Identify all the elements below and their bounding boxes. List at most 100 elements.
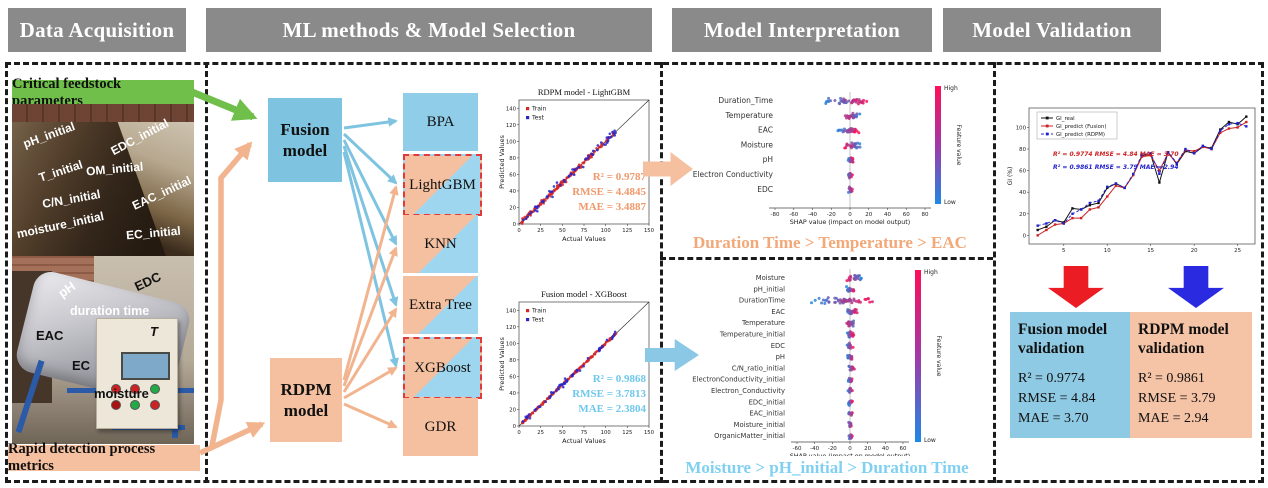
svg-text:20: 20 (509, 205, 516, 211)
svg-text:Temperature: Temperature (741, 319, 785, 327)
svg-text:100: 100 (601, 228, 612, 234)
svg-text:Test: Test (531, 114, 544, 121)
shap-plot-bottom: -60 -40 -20 0 20 40 60 SHAP value (impact on mo… (663, 264, 991, 456)
svg-text:80: 80 (922, 212, 929, 218)
svg-text:150: 150 (644, 228, 655, 234)
svg-text:RDPM model - LightGBM: RDPM model - LightGBM (538, 87, 631, 97)
svg-text:50: 50 (559, 228, 566, 234)
method-knn: KNN (403, 215, 478, 273)
svg-text:EAC: EAC (758, 126, 773, 135)
header-data-acquisition: Data Acquisition (8, 8, 186, 52)
svg-text:EAC_initial: EAC_initial (749, 410, 785, 418)
svg-text:150: 150 (644, 430, 655, 436)
svg-text:20: 20 (864, 446, 871, 452)
method-bpa: BPA (403, 93, 478, 151)
svg-text:Electron_Conductivity: Electron_Conductivity (711, 387, 785, 395)
shap-plot-top: -80 -60 -40 -20 0 20 40 60 80 SHAP value (impact … (663, 66, 991, 234)
svg-text:60: 60 (509, 374, 516, 380)
panel-button-red (130, 384, 141, 395)
validation-line-chart: 0 20 40 60 80 100 5 10 15 20 25 GI (%) GI_real GI_pre… (1005, 92, 1260, 264)
divider-panel1-2 (205, 62, 208, 483)
svg-text:R² = 0.9787: R² = 0.9787 (593, 171, 647, 183)
svg-text:20: 20 (865, 212, 872, 218)
svg-text:25: 25 (537, 228, 544, 234)
svg-text:Predicted Values: Predicted Values (498, 134, 506, 188)
svg-text:Moisture: Moisture (756, 274, 785, 282)
svg-text:125: 125 (622, 430, 632, 436)
svg-text:Fusion model - XGBoost: Fusion model - XGBoost (541, 289, 627, 299)
outer-dashed-frame (5, 62, 1264, 483)
reactor-photo: pH EDC duration time EAC T EC moisture (12, 256, 194, 444)
label-ec: EC (72, 358, 91, 373)
svg-text:20: 20 (509, 407, 516, 413)
svg-text:40: 40 (882, 446, 889, 452)
rdpm-mae: MAE = 2.94 (1138, 411, 1209, 427)
label-cn-initial: C/N_initial (41, 187, 102, 211)
svg-text:R² = 0.9774 RMSE = 4.84 MAE: R² = 0.9774 RMSE = 4.84 MAE = 3.70 (1053, 151, 1179, 158)
svg-text:Predicted Values: Predicted Values (498, 336, 506, 390)
shap-summary-top: Duration Time > Temperature > EAC (693, 233, 967, 252)
svg-text:10: 10 (1104, 248, 1111, 254)
svg-text:25: 25 (1234, 248, 1241, 254)
svg-text:pH: pH (763, 155, 773, 164)
label-t: T (150, 324, 158, 339)
method-extra-tree: Extra Tree (403, 276, 478, 334)
svg-text:25: 25 (537, 430, 544, 436)
svg-text:C/N_ratio_initial: C/N_ratio_initial (732, 364, 785, 372)
label-t-initial: T_initial (36, 157, 85, 185)
svg-text:120: 120 (506, 325, 517, 331)
svg-text:-80: -80 (771, 212, 780, 218)
svg-text:100: 100 (601, 430, 612, 436)
header-model-interpretation: Model Interpretation (672, 8, 932, 52)
fusion-mae: MAE = 3.70 (1018, 411, 1089, 427)
rdpm-validation-title: RDPM model validation (1138, 321, 1229, 358)
header-ml-methods: ML methods & Model Selection (206, 8, 652, 52)
panel-button-green (130, 399, 141, 410)
svg-text:Train: Train (531, 105, 547, 112)
svg-text:Feature value: Feature value (955, 125, 962, 166)
svg-text:ElectronConductivity_initial: ElectronConductivity_initial (692, 376, 785, 384)
svg-text:80: 80 (509, 156, 516, 162)
svg-text:Train: Train (531, 307, 547, 314)
svg-text:40: 40 (509, 189, 516, 195)
svg-text:pH_initial: pH_initial (753, 285, 785, 293)
svg-text:MAE = 3.4887: MAE = 3.4887 (578, 201, 646, 213)
label-ph-initial: pH_initial (21, 119, 77, 151)
fusion-validation-box: Fusion model validation R² = 0.9774 RMSE… (1010, 312, 1130, 438)
divider-panel2-3 (660, 62, 663, 483)
svg-text:125: 125 (622, 228, 632, 234)
svg-text:pH: pH (776, 353, 785, 361)
svg-text:20: 20 (1191, 248, 1198, 254)
method-xgboost: XGBoost (403, 337, 482, 399)
svg-text:Low: Low (924, 437, 936, 444)
svg-text:R² = 0.9861 RMSE = 3.79 MAE: R² = 0.9861 RMSE = 3.79 MAE = 2.94 (1053, 164, 1179, 171)
fusion-rmse: RMSE = 4.84 (1018, 391, 1096, 407)
svg-text:0: 0 (517, 228, 521, 234)
svg-text:0: 0 (517, 430, 521, 436)
divider-panel3-4 (993, 62, 996, 483)
control-panel (95, 318, 178, 430)
panel-screen (120, 351, 170, 380)
svg-text:140: 140 (506, 106, 517, 112)
label-om-initial: OM_initial (85, 159, 144, 179)
svg-text:SHAP value (impact on model ou: SHAP value (impact on model output) (790, 218, 911, 226)
svg-text:-20: -20 (828, 446, 837, 452)
label-eac: EAC (36, 328, 64, 343)
feedstock-photo: pH_initial EDC_initial T_initial OM_init… (12, 104, 194, 256)
svg-text:Actual Values: Actual Values (562, 437, 606, 445)
svg-text:Actual Values: Actual Values (562, 235, 606, 243)
svg-text:-40: -40 (808, 212, 817, 218)
svg-text:50: 50 (559, 430, 566, 436)
svg-text:GI_predict (RDPM): GI_predict (RDPM) (1056, 132, 1105, 138)
svg-text:60: 60 (1019, 169, 1026, 175)
svg-text:-60: -60 (789, 212, 798, 218)
svg-text:0: 0 (848, 446, 852, 452)
fusion-r2: R² = 0.9774 (1018, 370, 1085, 386)
label-duration-time: duration time (70, 304, 150, 318)
svg-text:80: 80 (1019, 147, 1026, 153)
svg-text:40: 40 (884, 212, 891, 218)
svg-text:Temperature_initial: Temperature_initial (719, 331, 785, 339)
svg-text:Temperature: Temperature (724, 111, 773, 120)
rapid-detection-banner: Rapid detection process metrics (8, 441, 200, 474)
